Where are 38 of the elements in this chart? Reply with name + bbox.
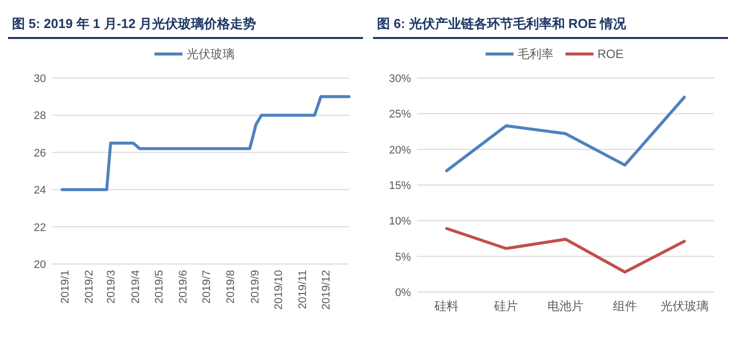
y-tick-label: 0% <box>395 287 412 299</box>
y-tick-label: 30 <box>34 73 46 85</box>
y-tick-label: 15% <box>388 180 412 192</box>
x-tick-label: 2019/11 <box>297 270 310 309</box>
x-tick-label: 2019/4 <box>130 270 142 304</box>
x-tick-label: 2019/9 <box>249 270 262 304</box>
x-tick-label: 电池片 <box>548 299 584 313</box>
x-tick-label: 硅料 <box>434 299 459 313</box>
x-tick-label: 2019/5 <box>153 270 166 304</box>
x-tick-label: 2019/8 <box>225 270 238 304</box>
x-tick-label: 光伏玻璃 <box>660 299 708 313</box>
y-tick-label: 5% <box>395 251 412 264</box>
y-tick-label: 20% <box>388 144 412 156</box>
x-tick-label: 2019/3 <box>106 270 118 304</box>
y-tick-label: 24 <box>34 184 46 197</box>
y-tick-label: 22 <box>34 222 46 234</box>
y-tick-label: 26 <box>34 147 46 160</box>
x-tick-label: 2019/1 <box>60 270 72 304</box>
x-tick-label: 2019/2 <box>84 270 96 304</box>
x-tick-label: 2019/12 <box>320 270 333 310</box>
x-tick-label: 2019/7 <box>200 270 213 304</box>
y-tick-label: 28 <box>34 110 46 122</box>
y-tick-label: 30% <box>388 73 412 85</box>
line-series <box>445 227 686 274</box>
legend-label: 毛利率 <box>518 47 554 61</box>
x-tick-label: 2019/10 <box>272 270 285 310</box>
legend-label: 光伏玻璃 <box>186 47 234 61</box>
legend-label: ROE <box>598 47 624 61</box>
y-tick-label: 10% <box>388 216 412 228</box>
line-series <box>445 96 686 172</box>
y-tick-label: 20 <box>34 259 46 271</box>
x-tick-label: 硅片 <box>493 299 518 313</box>
chart-title: 图 5: 2019 年 1 月-12 月光伏玻璃价格走势 <box>12 16 256 31</box>
chart-title: 图 6: 光伏产业链各环节毛利率和 ROE 情况 <box>377 16 628 31</box>
x-tick-label: 组件 <box>612 299 637 313</box>
y-tick-label: 25% <box>388 108 412 121</box>
line-series <box>60 95 350 192</box>
x-tick-label: 2019/6 <box>178 270 190 304</box>
